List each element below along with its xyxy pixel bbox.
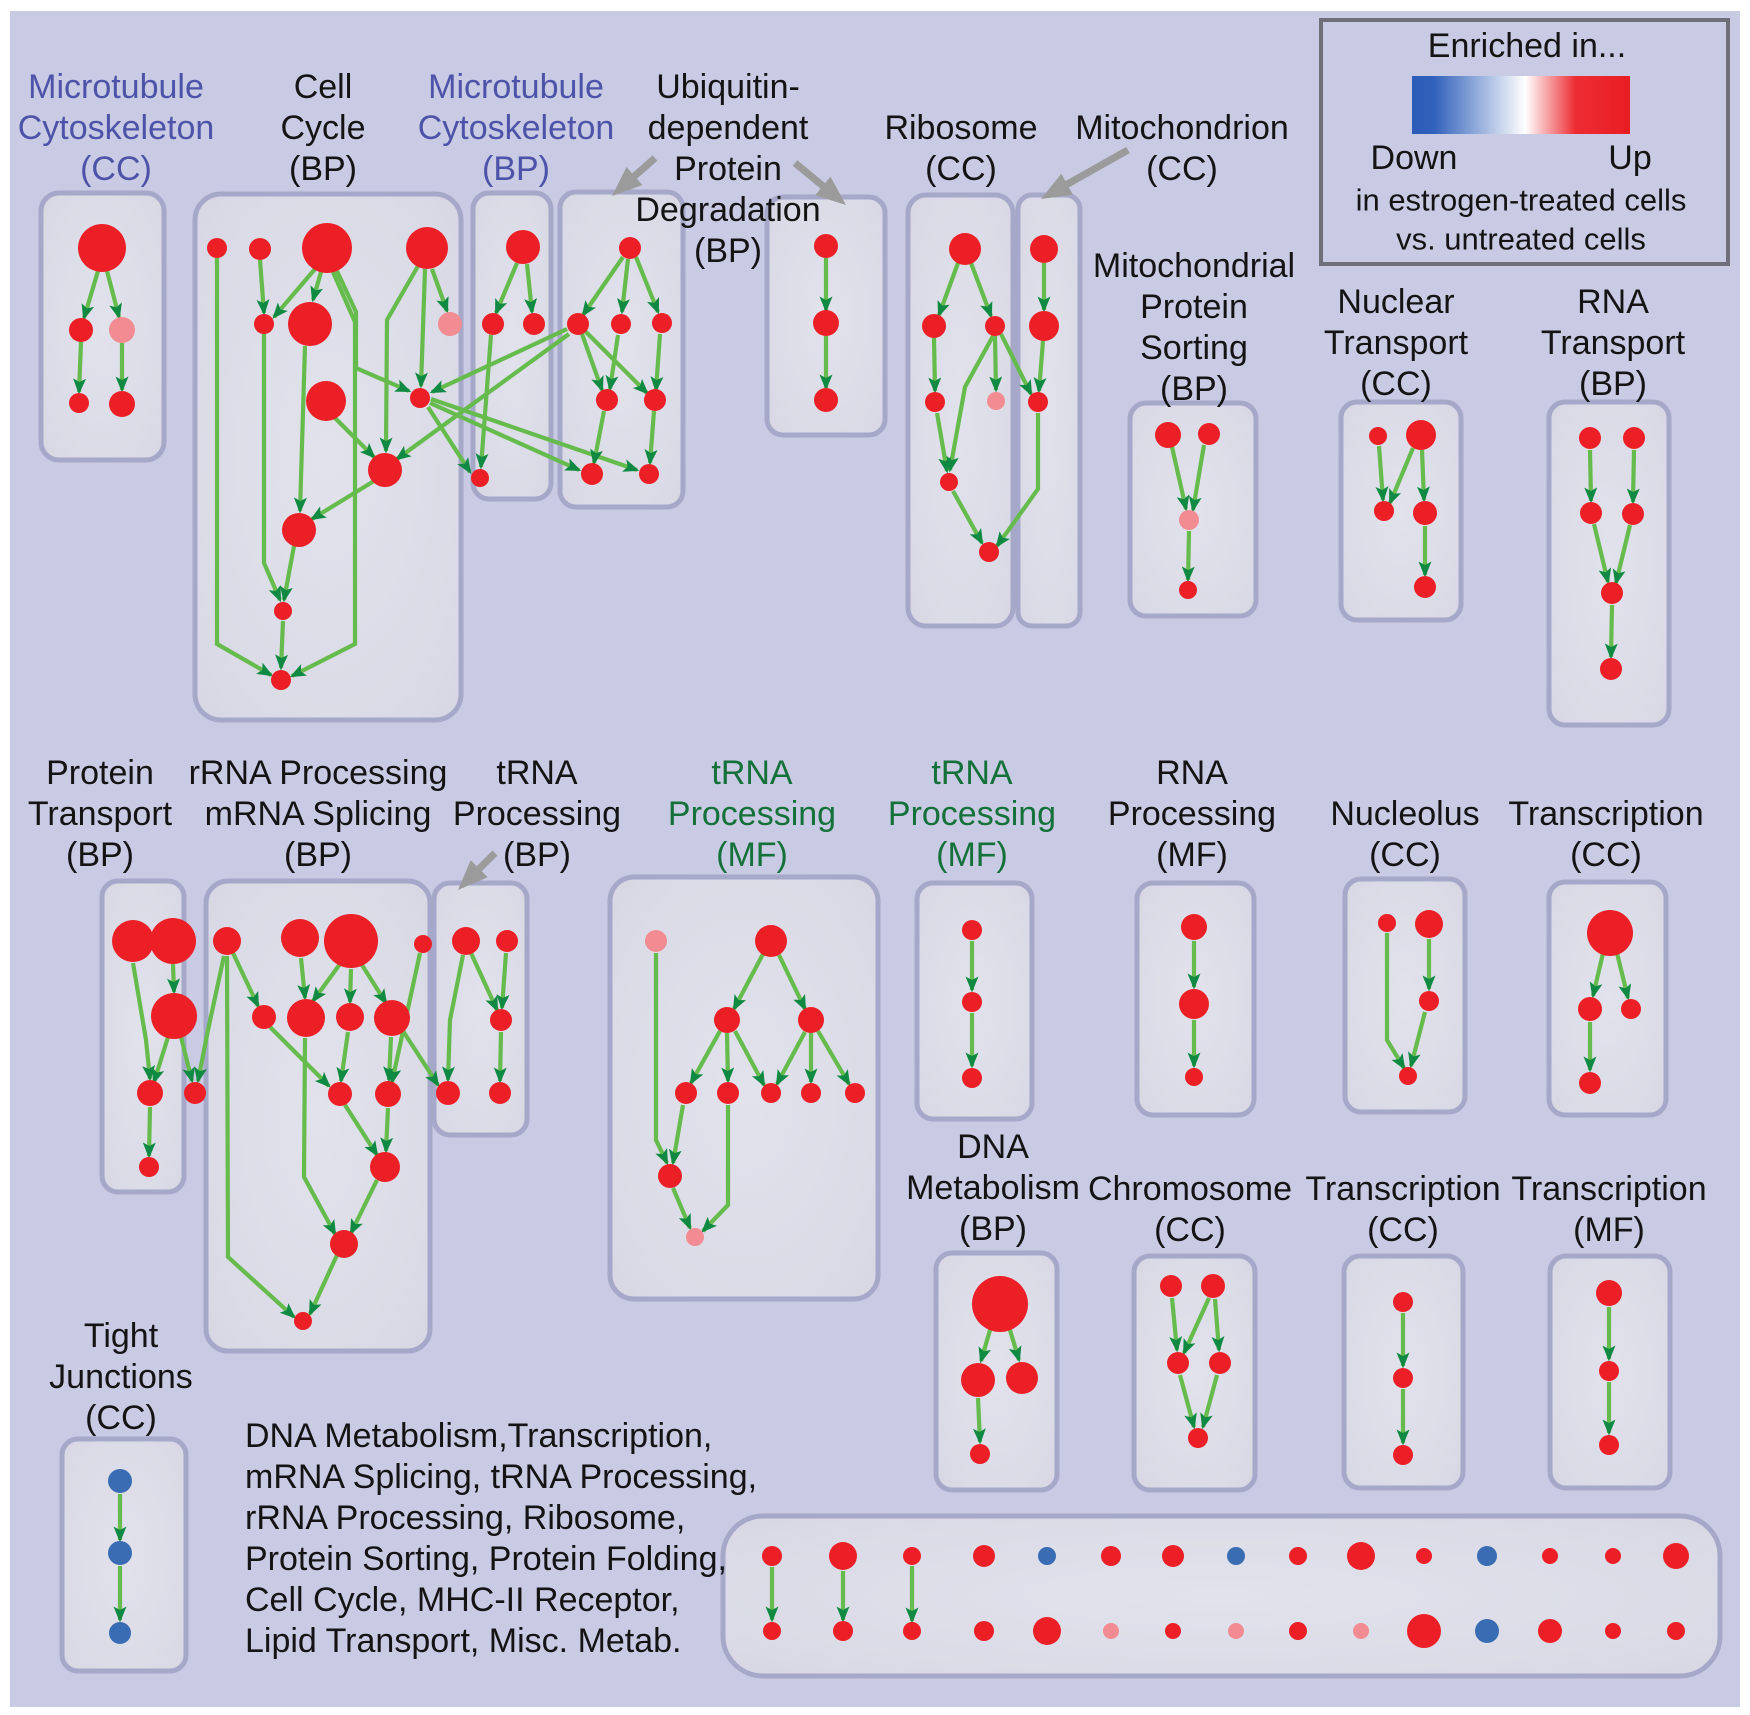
svg-text:Mitochondrial: Mitochondrial bbox=[1093, 247, 1295, 285]
svg-text:Cell Cycle, MHC-II Receptor,: Cell Cycle, MHC-II Receptor, bbox=[245, 1581, 680, 1619]
svg-text:(BP): (BP) bbox=[959, 1210, 1027, 1248]
svg-text:(CC): (CC) bbox=[1570, 836, 1642, 874]
svg-text:(MF): (MF) bbox=[716, 836, 788, 874]
svg-text:Enriched in...: Enriched in... bbox=[1428, 27, 1626, 65]
svg-text:Mitochondrion: Mitochondrion bbox=[1075, 109, 1289, 147]
svg-text:rRNA Processing, Ribosome,: rRNA Processing, Ribosome, bbox=[245, 1499, 685, 1537]
svg-text:Transport: Transport bbox=[1541, 324, 1686, 362]
svg-text:RNA: RNA bbox=[1156, 754, 1228, 792]
svg-text:(BP): (BP) bbox=[694, 232, 762, 270]
svg-text:Down: Down bbox=[1371, 139, 1458, 177]
svg-text:RNA: RNA bbox=[1577, 283, 1649, 321]
svg-text:(BP): (BP) bbox=[1579, 365, 1647, 403]
svg-text:Processing: Processing bbox=[668, 795, 836, 833]
svg-text:Transcription: Transcription bbox=[1508, 795, 1703, 833]
svg-text:dependent: dependent bbox=[648, 109, 809, 147]
svg-text:Protein: Protein bbox=[1140, 288, 1248, 326]
svg-text:Nuclear: Nuclear bbox=[1337, 283, 1454, 321]
svg-text:Degradation: Degradation bbox=[635, 191, 820, 229]
svg-text:Nucleolus: Nucleolus bbox=[1330, 795, 1479, 833]
svg-text:Metabolism: Metabolism bbox=[906, 1169, 1080, 1207]
svg-text:Sorting: Sorting bbox=[1140, 329, 1248, 367]
svg-text:mRNA Splicing, tRNA Processing: mRNA Splicing, tRNA Processing, bbox=[245, 1458, 757, 1496]
svg-text:Microtubule: Microtubule bbox=[28, 68, 204, 106]
svg-text:Protein: Protein bbox=[674, 150, 782, 188]
svg-text:(BP): (BP) bbox=[289, 150, 357, 188]
svg-text:Transport: Transport bbox=[28, 795, 173, 833]
svg-text:(BP): (BP) bbox=[482, 150, 550, 188]
svg-text:Up: Up bbox=[1608, 139, 1651, 177]
svg-text:Protein: Protein bbox=[46, 754, 154, 792]
svg-text:(CC): (CC) bbox=[925, 150, 997, 188]
svg-text:mRNA Splicing: mRNA Splicing bbox=[205, 795, 432, 833]
svg-text:DNA Metabolism,Transcription,: DNA Metabolism,Transcription, bbox=[245, 1417, 712, 1455]
svg-text:Cytoskeleton: Cytoskeleton bbox=[418, 109, 615, 147]
svg-text:tRNA: tRNA bbox=[711, 754, 793, 792]
svg-text:Cycle: Cycle bbox=[280, 109, 365, 147]
svg-text:(MF): (MF) bbox=[1573, 1211, 1645, 1249]
svg-text:tRNA: tRNA bbox=[496, 754, 578, 792]
svg-text:Chromosome: Chromosome bbox=[1088, 1170, 1292, 1208]
svg-text:Junctions: Junctions bbox=[49, 1358, 193, 1396]
svg-text:Processing: Processing bbox=[888, 795, 1056, 833]
svg-text:vs. untreated cells: vs. untreated cells bbox=[1396, 222, 1646, 257]
svg-text:(BP): (BP) bbox=[284, 836, 352, 874]
svg-text:Cytoskeleton: Cytoskeleton bbox=[18, 109, 215, 147]
svg-text:Ribosome: Ribosome bbox=[884, 109, 1037, 147]
svg-text:Ubiquitin-: Ubiquitin- bbox=[656, 68, 800, 106]
svg-text:DNA: DNA bbox=[957, 1128, 1029, 1166]
svg-text:(CC): (CC) bbox=[80, 150, 152, 188]
svg-text:Transport: Transport bbox=[1324, 324, 1469, 362]
svg-text:(CC): (CC) bbox=[1369, 836, 1441, 874]
svg-text:(CC): (CC) bbox=[1146, 150, 1218, 188]
svg-text:(CC): (CC) bbox=[1360, 365, 1432, 403]
svg-text:Transcription: Transcription bbox=[1305, 1170, 1500, 1208]
svg-text:(BP): (BP) bbox=[503, 836, 571, 874]
svg-text:Lipid Transport, Misc. Metab.: Lipid Transport, Misc. Metab. bbox=[245, 1622, 682, 1660]
svg-text:(CC): (CC) bbox=[1154, 1211, 1226, 1249]
svg-text:Processing: Processing bbox=[1108, 795, 1276, 833]
svg-text:(MF): (MF) bbox=[1156, 836, 1228, 874]
svg-text:(MF): (MF) bbox=[936, 836, 1008, 874]
svg-text:in estrogen-treated cells: in estrogen-treated cells bbox=[1356, 183, 1687, 218]
svg-text:Transcription: Transcription bbox=[1511, 1170, 1706, 1208]
svg-text:Protein Sorting, Protein Foldi: Protein Sorting, Protein Folding, bbox=[245, 1540, 727, 1578]
svg-text:(CC): (CC) bbox=[85, 1399, 157, 1437]
svg-text:rRNA Processing: rRNA Processing bbox=[189, 754, 448, 792]
svg-text:(CC): (CC) bbox=[1367, 1211, 1439, 1249]
svg-text:(BP): (BP) bbox=[1160, 370, 1228, 408]
svg-text:Microtubule: Microtubule bbox=[428, 68, 604, 106]
svg-text:Processing: Processing bbox=[453, 795, 621, 833]
svg-text:Cell: Cell bbox=[294, 68, 353, 106]
svg-text:tRNA: tRNA bbox=[931, 754, 1013, 792]
svg-text:(BP): (BP) bbox=[66, 836, 134, 874]
svg-text:Tight: Tight bbox=[84, 1317, 159, 1355]
